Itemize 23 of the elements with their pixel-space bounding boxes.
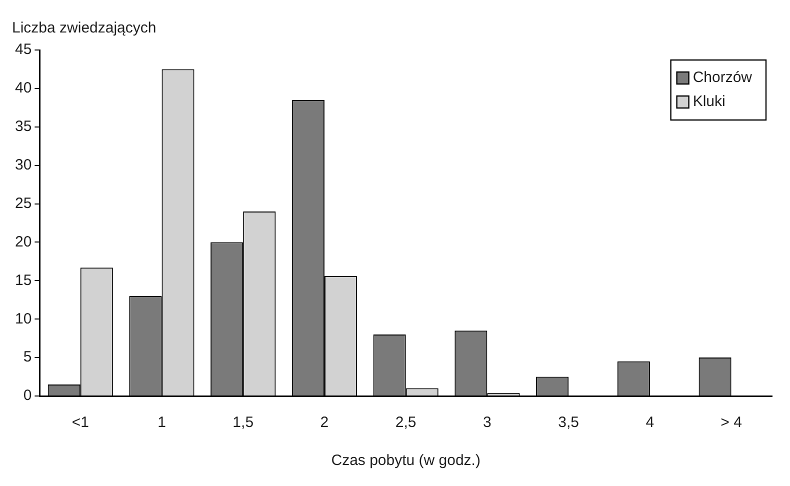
x-tick-label: > 4 <box>720 414 742 432</box>
y-tick-label: 30 <box>14 156 32 174</box>
x-tick-label: 2,5 <box>395 414 416 432</box>
x-tick-label: 3 <box>483 414 492 432</box>
y-tick-label: 45 <box>14 41 32 58</box>
y-tick-label: 0 <box>23 387 32 404</box>
x-tick-label: 1,5 <box>232 414 254 432</box>
y-tick-label: 5 <box>23 348 32 366</box>
x-tick-label: <1 <box>72 414 89 432</box>
y-tick-label: 10 <box>14 310 32 328</box>
y-tick-label: 25 <box>14 194 32 212</box>
y-tick-label: 35 <box>14 118 32 136</box>
x-tick-label: 2 <box>320 414 329 432</box>
y-tick-label: 40 <box>14 80 32 97</box>
y-axis-title: Liczba zwiedzających <box>12 20 156 37</box>
x-tick-label: 4 <box>646 414 654 432</box>
y-tick-label: 15 <box>14 272 32 289</box>
x-axis-title: Czas pobytu (w godz.) <box>331 452 480 470</box>
x-tick-label: 1 <box>158 414 166 432</box>
x-tick-label: 3,5 <box>558 414 580 432</box>
y-tick-label: 20 <box>14 233 32 250</box>
legend-label: Chorzów <box>692 69 752 86</box>
legend-label: Kluki <box>692 93 726 110</box>
